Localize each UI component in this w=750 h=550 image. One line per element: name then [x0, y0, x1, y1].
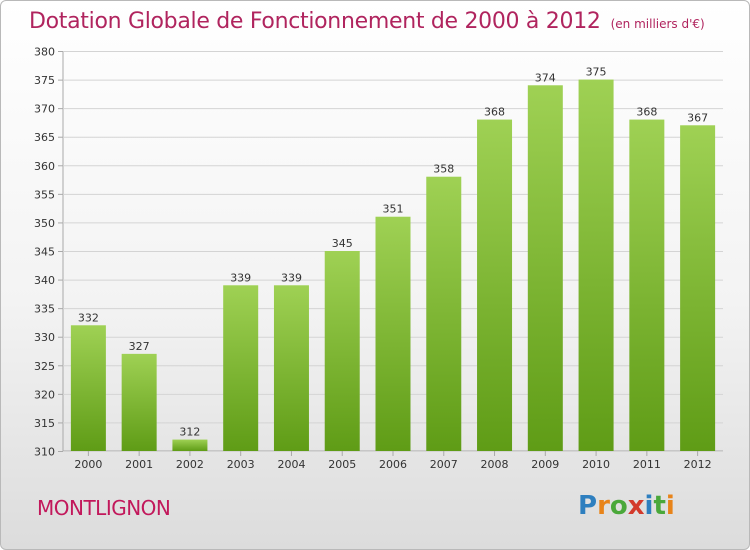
logo-letter: i	[665, 491, 675, 521]
logo-letter: t	[653, 491, 666, 521]
data-label: 351	[383, 203, 404, 216]
y-tick-label: 325	[34, 360, 55, 373]
x-tick-label: 2007	[430, 458, 458, 471]
bar	[273, 285, 309, 451]
bar	[527, 85, 563, 452]
bar	[121, 353, 157, 451]
data-label: 339	[230, 271, 251, 284]
bar	[477, 119, 513, 452]
x-tick-label: 2003	[227, 458, 255, 471]
y-tick-label: 375	[34, 74, 55, 87]
logo-letter: i	[644, 491, 654, 521]
logo-letter: P	[578, 491, 598, 521]
x-tick-label: 2000	[74, 458, 102, 471]
data-label: 368	[636, 106, 657, 119]
chart-subtitle: (en milliers d'€)	[610, 17, 705, 31]
x-tick-label: 2012	[684, 458, 712, 471]
x-tick-label: 2006	[379, 458, 407, 471]
bar	[680, 125, 716, 452]
bar	[578, 79, 614, 452]
y-tick-label: 340	[34, 274, 55, 287]
chart-title: Dotation Globale de Fonctionnement de 20…	[29, 9, 705, 34]
y-tick-label: 335	[34, 303, 55, 316]
x-tick-label: 2004	[277, 458, 305, 471]
data-label: 368	[484, 106, 505, 119]
y-tick-label: 350	[34, 217, 55, 230]
y-tick-label: 370	[34, 103, 55, 116]
chart-title-text: Dotation Globale de Fonctionnement de 20…	[29, 9, 601, 34]
bar	[629, 119, 665, 452]
data-label: 374	[535, 71, 556, 84]
y-tick-label: 330	[34, 331, 55, 344]
x-tick-label: 2002	[176, 458, 204, 471]
x-tick-label: 2001	[125, 458, 153, 471]
x-tick-label: 2009	[531, 458, 559, 471]
data-label: 358	[433, 163, 454, 176]
proxiti-logo: Proxiti	[578, 491, 698, 525]
data-label: 367	[687, 111, 708, 124]
data-label: 339	[281, 271, 302, 284]
y-tick-label: 310	[34, 446, 55, 459]
y-tick-label: 345	[34, 246, 55, 259]
x-tick-label: 2008	[481, 458, 509, 471]
logo-letter: o	[609, 491, 628, 521]
x-tick-label: 2010	[582, 458, 610, 471]
data-label: 345	[332, 237, 353, 250]
y-tick-label: 365	[34, 131, 55, 144]
y-tick-label: 355	[34, 188, 55, 201]
bar	[223, 285, 259, 451]
data-label: 375	[586, 66, 607, 79]
bar	[426, 176, 462, 451]
y-tick-label: 380	[34, 46, 55, 59]
x-tick-label: 2005	[328, 458, 356, 471]
y-tick-label: 315	[34, 417, 55, 430]
x-tick-label: 2011	[633, 458, 661, 471]
y-tick-label: 320	[34, 388, 55, 401]
logo-letter: x	[627, 491, 645, 521]
bar	[375, 216, 411, 451]
data-label: 312	[179, 426, 200, 439]
y-tick-label: 360	[34, 160, 55, 173]
bar	[70, 325, 106, 451]
bar	[172, 439, 208, 451]
data-label: 332	[78, 311, 99, 324]
bar	[324, 251, 360, 451]
data-label: 327	[129, 340, 150, 353]
logo-letter: r	[597, 491, 610, 521]
town-name: MONTLIGNON	[37, 496, 171, 520]
